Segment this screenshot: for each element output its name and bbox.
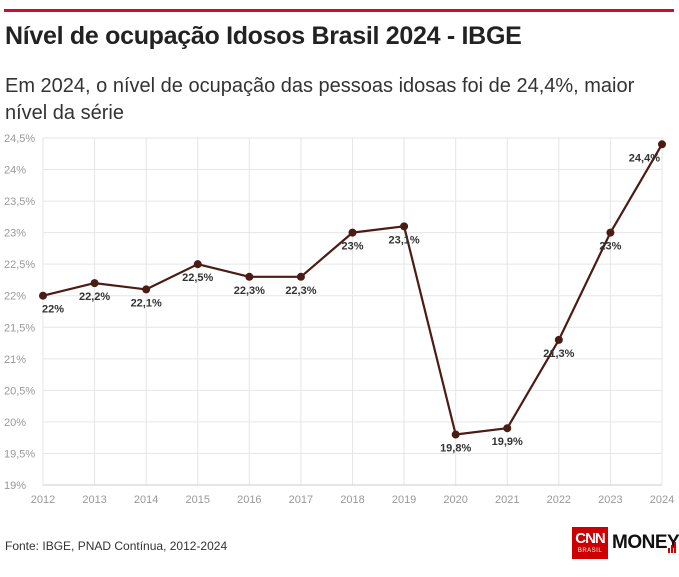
y-tick-label: 24,5% [4,133,35,145]
data-point [348,228,357,237]
x-tick-label: 2013 [82,494,106,506]
data-point [658,140,666,149]
data-label: 23% [599,241,621,253]
x-tick-label: 2012 [31,494,55,506]
data-label: 19,8% [440,443,471,455]
y-tick-label: 24% [4,165,26,177]
x-tick-label: 2024 [650,494,674,506]
data-label: 22,3% [234,285,265,297]
data-point [554,335,563,344]
data-label: 22,2% [79,291,110,303]
y-tick-label: 22% [4,291,26,303]
bars-icon [668,541,678,553]
data-label: 19,9% [492,436,523,448]
x-tick-label: 2020 [443,494,467,506]
accent-rule [4,9,674,12]
y-tick-label: 20% [4,417,26,429]
y-tick-label: 22,5% [4,259,35,271]
x-tick-label: 2016 [237,494,261,506]
x-tick-label: 2022 [547,494,571,506]
data-label: 23,1% [388,234,419,246]
cnn-money-logo: CNN BRASIL MONEY [572,527,679,559]
cnn-brasil-logo-box: CNN BRASIL [572,527,608,559]
data-label: 22% [42,304,64,316]
y-tick-label: 21% [4,354,26,366]
data-point [503,424,512,433]
data-label: 22,5% [182,272,213,284]
x-tick-label: 2019 [392,494,416,506]
data-label: 21,3% [543,348,574,360]
data-point [39,291,47,300]
data-point [142,285,151,294]
data-point [451,430,460,439]
data-label: 22,3% [285,285,316,297]
source-note: Fonte: IBGE, PNAD Contínua, 2012-2024 [5,539,228,553]
x-tick-label: 2014 [134,494,158,506]
y-tick-label: 19% [4,480,26,492]
x-tick-label: 2023 [598,494,622,506]
data-point [90,279,99,288]
data-point [400,222,409,231]
y-tick-label: 23% [4,228,26,240]
y-tick-label: 19,5% [4,448,35,460]
x-tick-label: 2021 [495,494,519,506]
y-tick-label: 23,5% [4,196,35,208]
y-tick-label: 21,5% [4,322,35,334]
logo-region: BRASIL [577,548,603,554]
chart-subtitle: Em 2024, o nível de ocupação das pessoas… [5,75,635,124]
data-label: 22,1% [131,297,162,309]
y-tick-label: 20,5% [4,385,35,397]
x-tick-label: 2017 [289,494,313,506]
chart-title: Nível de ocupação Idosos Brasil 2024 - I… [5,22,522,50]
data-point [245,272,254,281]
logo-product: MONEY [612,532,679,553]
x-tick-label: 2015 [186,494,210,506]
data-point [296,272,305,281]
logo-brand: CNN [575,530,606,547]
data-label: 23% [341,241,363,253]
data-label: 24,4% [629,152,660,164]
data-point [193,260,202,269]
x-tick-label: 2018 [340,494,364,506]
data-point [606,228,615,237]
